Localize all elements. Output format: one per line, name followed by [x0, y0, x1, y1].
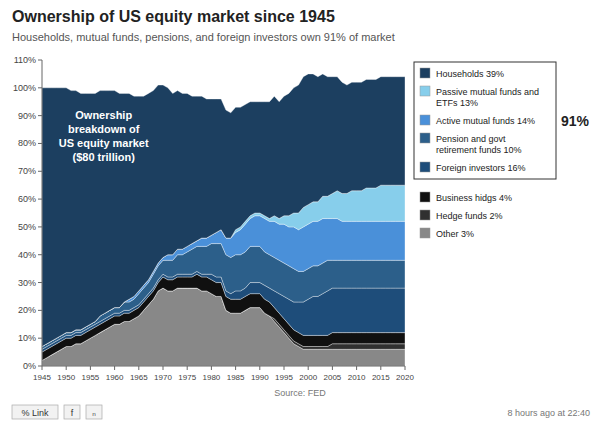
legend-swatch	[420, 162, 430, 172]
y-tick	[38, 254, 42, 255]
x-tick	[66, 366, 67, 370]
legend-swatch	[420, 210, 430, 220]
legend-label: Passive mutual funds andETFs 13%	[436, 87, 539, 108]
button-label: ₙ	[92, 408, 96, 418]
highlight-label: 91%	[561, 113, 590, 129]
button	[64, 405, 80, 419]
y-tick	[38, 226, 42, 227]
y-tick-label: 20%	[18, 305, 36, 315]
legend-swatch	[420, 133, 430, 143]
x-tick	[42, 366, 43, 370]
legend-label: Business hidgs 4%	[436, 193, 512, 203]
y-tick-label: 60%	[18, 194, 36, 204]
annotation: Ownershipbreakdown ofUS equity market($8…	[59, 109, 149, 163]
x-tick-label: 1985	[227, 373, 245, 382]
y-tick-label: 90%	[18, 111, 36, 121]
x-tick	[259, 366, 260, 370]
y-tick-label: 40%	[18, 250, 36, 260]
y-tick	[38, 143, 42, 144]
button	[12, 405, 58, 419]
x-tick	[235, 366, 236, 370]
x-tick	[138, 366, 139, 370]
x-tick	[284, 366, 285, 370]
button-label: % Link	[21, 408, 49, 418]
x-tick-label: 1975	[178, 373, 196, 382]
areas	[42, 74, 405, 366]
background	[0, 0, 600, 423]
x-tick-label: 1965	[130, 373, 148, 382]
x-tick	[163, 366, 164, 370]
legend-swatch	[420, 68, 430, 78]
x-tick-label: 1980	[203, 373, 221, 382]
y-tick-label: 80%	[18, 138, 36, 148]
y-tick-label: 50%	[18, 222, 36, 232]
x-tick-label: 1960	[106, 373, 124, 382]
x-tick	[114, 366, 115, 370]
legend-label: Active mutual funds 14%	[436, 116, 535, 126]
legend-swatch	[420, 86, 430, 96]
x-tick	[405, 366, 406, 370]
legend-group-box	[414, 62, 556, 179]
title: Ownership of US equity market since 1945	[12, 8, 335, 25]
x-tick-label: 1970	[154, 373, 172, 382]
x-tick-label: 2010	[348, 373, 366, 382]
x-tick-label: 2000	[299, 373, 317, 382]
legend-swatch	[420, 228, 430, 238]
legend-label: Households 39%	[436, 69, 504, 79]
y-tick	[38, 87, 42, 88]
chart: Ownership of US equity market since 1945…	[0, 0, 600, 423]
y-tick	[38, 171, 42, 172]
x-tick	[90, 366, 91, 370]
x-tick-label: 1945	[33, 373, 51, 382]
x-tick	[211, 366, 212, 370]
button	[86, 405, 102, 419]
y-tick-label: 30%	[18, 278, 36, 288]
x-tick-label: 1995	[275, 373, 293, 382]
y-tick-label: 0%	[23, 361, 36, 371]
y-tick	[38, 310, 42, 311]
y-tick-label: 70%	[18, 166, 36, 176]
y-tick	[38, 199, 42, 200]
x-tick-label: 1990	[251, 373, 269, 382]
x-tick-label: 2015	[372, 373, 390, 382]
y-tick	[38, 115, 42, 116]
footer-text: 8 hours ago at 22:40	[507, 408, 590, 418]
x-tick	[308, 366, 309, 370]
x-tick-label: 2005	[324, 373, 342, 382]
legend-label: Foreign investors 16%	[436, 163, 526, 173]
x-tick	[380, 366, 381, 370]
y-tick-label: 10%	[18, 333, 36, 343]
y-tick	[38, 60, 42, 61]
legend-label: Other 3%	[436, 229, 474, 239]
x-tick-label: 1955	[82, 373, 100, 382]
x-tick-label: 1950	[57, 373, 75, 382]
y-tick	[38, 366, 42, 367]
source: Source: FED	[274, 388, 326, 398]
subtitle: Households, mutual funds, pensions, and …	[12, 31, 395, 43]
legend-label: Hedge funds 2%	[436, 211, 503, 221]
area	[42, 74, 405, 347]
legend-swatch	[420, 115, 430, 125]
y-tick-label: 100%	[13, 83, 36, 93]
y-tick	[38, 338, 42, 339]
x-tick	[332, 366, 333, 370]
x-tick-label: 2020	[396, 373, 414, 382]
x-axis	[42, 366, 405, 367]
x-tick	[356, 366, 357, 370]
legend: Households 39% Passive mutual funds andET…	[414, 62, 590, 239]
y-tick-label: 110%	[14, 55, 36, 65]
y-axis	[42, 60, 43, 366]
x-tick	[187, 366, 188, 370]
legend-swatch	[420, 192, 430, 202]
legend-label: Pension and govtretirement funds 10%	[436, 134, 522, 155]
y-tick	[38, 282, 42, 283]
button-label: f	[71, 408, 74, 418]
